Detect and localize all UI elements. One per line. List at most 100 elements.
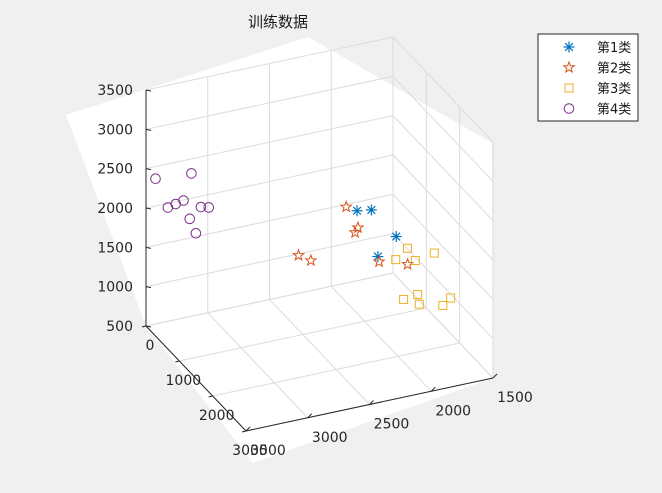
grid-line-z-left [145,115,394,170]
data-point-3 [391,255,401,265]
legend-marker-4 [563,103,575,114]
data-point-3 [410,256,420,266]
z-tick-mark [145,168,152,171]
data-point-4 [203,202,215,213]
marker-shape [402,243,412,253]
grid-line-z-right [392,36,494,143]
marker-shape [446,293,456,303]
chart-title: 训练数据 [248,13,308,31]
marker-shape [170,198,181,210]
back-right-pane [308,37,493,378]
data-point-2 [351,220,365,234]
y-tick-mark [430,386,436,392]
z-tick-label: 2000 [97,201,133,217]
z-tick-mark [145,89,152,92]
marker-shape [391,255,401,265]
data-point-4 [190,227,202,239]
data-point-2 [372,254,386,268]
x-tick-label: 3000 [232,443,268,459]
legend-label-2: 第2类 [597,62,631,77]
grid-line-z-right [392,154,494,261]
x-tick-mark [208,395,213,398]
data-point-1 [365,204,377,216]
grid-line-z-right [392,233,494,340]
marker-shape [203,202,215,213]
grid-line-z-right [392,272,494,379]
grid-line-y-floor [269,299,370,405]
marker-shape [351,220,365,234]
data-point-1 [390,231,402,242]
data-point-4 [184,213,196,225]
data-point-4 [195,201,207,213]
grid-line-z-left [145,75,394,130]
z-tick-label: 1000 [97,280,133,296]
data-point-2 [339,199,353,213]
data-points [150,168,456,310]
marker-stroke [373,252,383,261]
marker-shape [410,256,420,266]
grid-line-z-left [145,193,394,248]
legend-label-1: 第1类 [597,41,631,56]
data-point-2 [348,225,362,239]
z-tick-label: 500 [106,319,133,335]
data-point-3 [402,243,412,253]
marker-shape [190,227,202,239]
x-axis-line [145,325,247,432]
x-tick-label: 2000 [199,408,235,424]
marker-shape [438,300,448,310]
marker-shape [372,254,386,268]
marker-stroke [391,232,401,241]
z-tick-mark [145,246,152,249]
marker-shape [291,248,306,261]
z-tick-mark [145,325,152,328]
legend-marker-2 [562,60,576,74]
marker-shape [564,83,574,93]
y-tick-mark [369,400,374,405]
grid-line-z-right [392,75,494,182]
data-point-3 [429,248,439,258]
x-tick-mark [141,325,147,328]
marker-stroke [367,205,376,215]
grid-line-z-right [392,115,494,222]
y-tick-mark [307,413,313,419]
marker-shape [399,294,409,304]
marker-shape [150,173,161,185]
data-point-4 [150,173,161,185]
back-left-pane [66,37,393,326]
marker-shape [414,299,424,309]
data-point-2 [304,253,318,267]
x-tick-label: 1000 [166,373,202,389]
legend-marker-1 [563,41,575,53]
marker-shape [413,290,423,300]
marker-shape [304,253,318,267]
marker-stroke [564,42,574,52]
x-tick-mark [241,430,247,433]
grid-line-y-floor [330,285,432,392]
marker-shape [339,199,353,213]
x-tick-mark [175,360,180,363]
axis-lines [141,89,498,433]
z-tick-label: 3000 [97,122,133,138]
data-point-3 [413,290,423,300]
marker-stroke [352,206,362,216]
marker-shape [429,248,439,258]
data-point-3 [414,299,424,309]
marker-shape [195,201,207,213]
grid-line-z-left [145,233,394,288]
floor-pane [146,273,493,463]
y-tick-label: 2500 [374,417,410,433]
data-point-3 [438,300,448,310]
data-point-3 [399,294,409,304]
legend-box [537,33,639,122]
grid-line-z-left [145,154,394,209]
z-tick-label: 2500 [97,162,133,178]
data-point-1 [351,205,363,217]
grid-line-z-left [145,36,394,91]
y-tick-label: 2000 [435,403,471,419]
data-point-2 [291,248,306,261]
marker-shape [563,103,575,114]
z-tick-mark [145,207,152,210]
